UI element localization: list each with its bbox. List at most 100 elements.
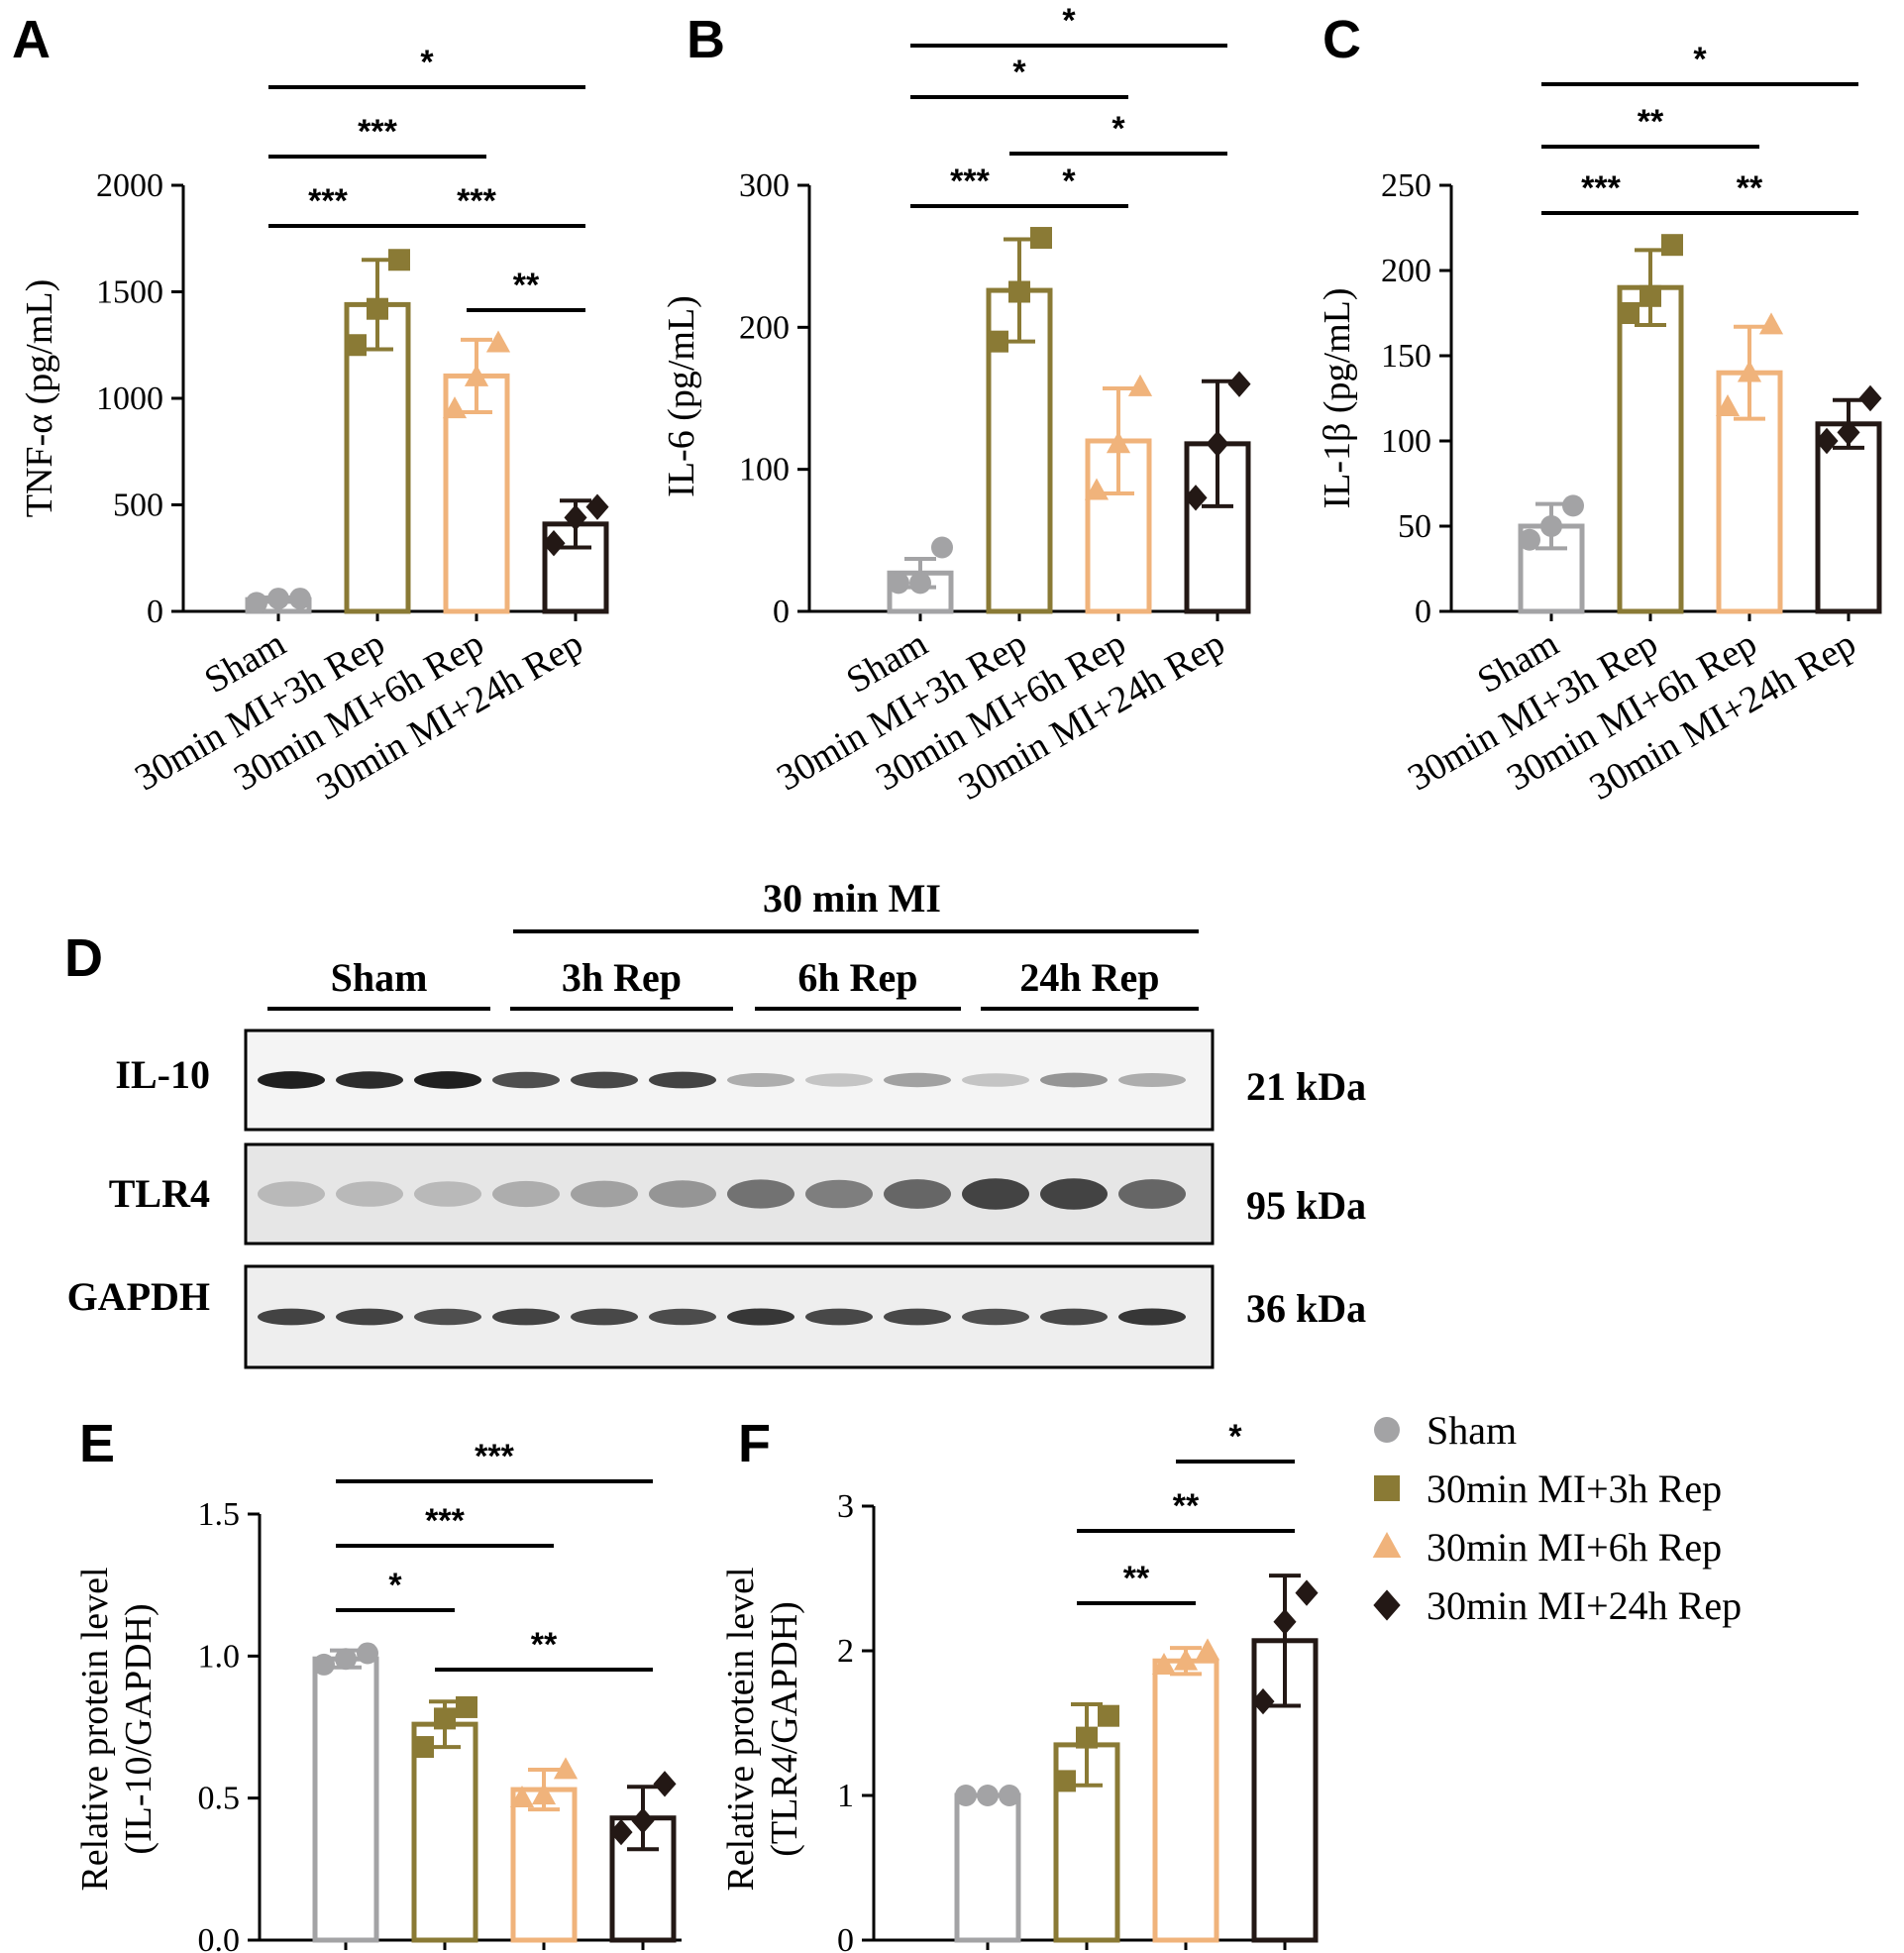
y-axis-label-line1: Relative protein level [720, 1567, 762, 1891]
blot-band [727, 1179, 794, 1209]
legend-label: Sham [1427, 1408, 1517, 1453]
blot-band [1040, 1178, 1108, 1210]
data-point [977, 1785, 999, 1806]
blot-group-label: 24h Rep [1019, 955, 1159, 1000]
data-point [1715, 393, 1741, 416]
y-tick-label: 1.5 [198, 1496, 241, 1533]
blot-band [258, 1308, 325, 1326]
data-point [531, 1783, 557, 1805]
data-point [1618, 302, 1640, 324]
y-tick-label: 300 [739, 167, 790, 204]
blot-band [414, 1181, 481, 1207]
blot-band [1118, 1308, 1186, 1326]
panel-letter-b: B [687, 10, 725, 69]
blot-row-label: GAPDH [67, 1274, 210, 1319]
data-point [987, 330, 1008, 353]
y-tick-label: 1.0 [198, 1638, 241, 1675]
panel-letter-a: A [12, 10, 51, 69]
significance-label: * [388, 1567, 402, 1604]
significance-label: *** [358, 113, 397, 151]
significance-label: *** [475, 1438, 514, 1475]
y-tick-label: 200 [739, 309, 790, 346]
y-tick-label: 0.5 [198, 1781, 241, 1817]
y-axis-label: IL-1β (pg/mL) [1317, 288, 1358, 509]
chart-e: 0.00.51.01.5*********Relative protein le… [74, 1438, 682, 1953]
data-point [246, 592, 267, 614]
data-point [585, 493, 609, 520]
blot-band [571, 1071, 638, 1089]
data-point [1173, 1648, 1199, 1671]
y-axis-label-line2: (TLR4/GAPDH) [764, 1601, 805, 1857]
blot-band [805, 1308, 873, 1326]
significance-label: * [1111, 110, 1125, 148]
y-tick-label: 0 [147, 594, 163, 630]
data-point [1076, 1726, 1098, 1749]
data-point [564, 504, 587, 531]
bar [954, 1792, 1021, 1943]
blot-band [258, 1071, 325, 1089]
data-point [335, 1648, 357, 1671]
y-tick-label: 0 [837, 1922, 854, 1953]
y-tick-label: 250 [1381, 167, 1431, 204]
significance-label: * [1693, 41, 1707, 78]
y-axis-label: Relative protein level(TLR4/GAPDH) [720, 1567, 805, 1891]
data-point [955, 1785, 977, 1806]
data-point [267, 588, 289, 610]
significance-label: *** [308, 182, 348, 220]
blot-band [884, 1179, 951, 1209]
significance-label: ** [531, 1626, 558, 1664]
data-point [1737, 360, 1762, 382]
significance-label: * [1062, 163, 1076, 200]
y-tick-label: 1000 [96, 380, 163, 417]
y-axis-label-line2: (IL-10/GAPDH) [118, 1603, 159, 1854]
blot-band [727, 1308, 794, 1326]
legend-marker [1374, 1417, 1400, 1443]
data-point [1837, 419, 1860, 446]
data-point [1640, 284, 1661, 307]
legend-marker [1374, 1475, 1400, 1501]
data-point [1008, 280, 1030, 303]
significance-label: *** [457, 182, 496, 220]
blot-band [1040, 1072, 1108, 1088]
significance-label: *** [950, 163, 990, 200]
blot-group-label: Sham [331, 955, 428, 1000]
blot-row-label: IL-10 [115, 1052, 210, 1097]
blot-band [1118, 1179, 1186, 1209]
data-point [1151, 1652, 1177, 1675]
data-point [1195, 1638, 1220, 1661]
y-tick-label: 500 [113, 488, 163, 524]
blot-size-label: 36 kDa [1246, 1286, 1366, 1331]
legend: Sham 30min MI+3h Rep 30min MI+6h Rep 30min … [1372, 1408, 1742, 1628]
data-point [931, 536, 953, 559]
blot-header-label: 30 min MI [763, 876, 941, 921]
y-tick-label: 2000 [96, 167, 163, 204]
data-point [1295, 1579, 1319, 1606]
blot-band [962, 1178, 1029, 1210]
data-point [464, 364, 489, 386]
significance-label: ** [1638, 103, 1664, 141]
y-tick-label: 200 [1381, 253, 1431, 289]
blot-size-label: 21 kDa [1246, 1064, 1366, 1109]
blot-band [571, 1308, 638, 1326]
data-point [1084, 478, 1110, 500]
data-point [1184, 485, 1208, 511]
y-tick-label: 1 [837, 1778, 854, 1814]
blot-band [962, 1308, 1029, 1326]
y-tick-label: 3 [837, 1488, 854, 1525]
blot-band [884, 1308, 951, 1326]
blot-band [727, 1072, 794, 1088]
data-point [631, 1807, 655, 1834]
blot-size-label: 95 kDa [1246, 1183, 1366, 1228]
data-point [1758, 312, 1784, 335]
blot-band [414, 1071, 481, 1089]
data-point [653, 1771, 677, 1797]
blot-band [492, 1180, 560, 1208]
blot-group-label: 6h Rep [797, 955, 917, 1000]
data-point [388, 249, 410, 271]
